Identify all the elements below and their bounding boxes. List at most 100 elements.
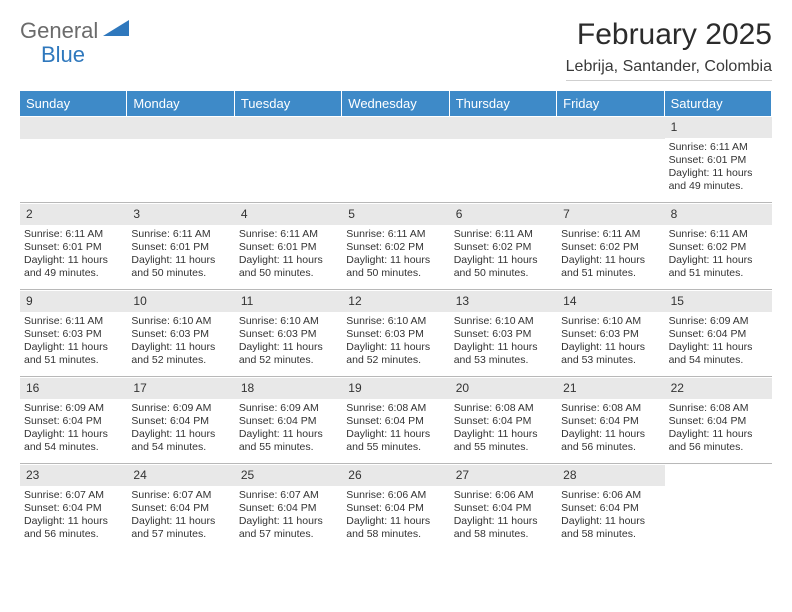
daylight-text: Daylight: 11 hours and 52 minutes. (346, 341, 445, 367)
day-header: Saturday (665, 91, 772, 116)
sunset-text: Sunset: 6:03 PM (131, 328, 230, 341)
calendar-cell: 2Sunrise: 6:11 AMSunset: 6:01 PMDaylight… (20, 203, 127, 289)
sunrise-text: Sunrise: 6:08 AM (454, 402, 553, 415)
sunset-text: Sunset: 6:03 PM (346, 328, 445, 341)
sunrise-text: Sunrise: 6:08 AM (669, 402, 768, 415)
day-number: 27 (450, 465, 557, 486)
day-number: 24 (127, 465, 234, 486)
sunrise-text: Sunrise: 6:11 AM (131, 228, 230, 241)
day-number: 5 (342, 204, 449, 225)
sunset-text: Sunset: 6:01 PM (24, 241, 123, 254)
day-number: 26 (342, 465, 449, 486)
daylight-text: Daylight: 11 hours and 58 minutes. (346, 515, 445, 541)
day-number: 2 (20, 204, 127, 225)
daylight-text: Daylight: 11 hours and 57 minutes. (239, 515, 338, 541)
day-number: 4 (235, 204, 342, 225)
calendar-cell: 21 Sunrise: 6:08 AMSunset: 6:04 PMDayligh… (557, 377, 664, 463)
day-number: 3 (127, 204, 234, 225)
day-number: 12 (342, 291, 449, 312)
daylight-text: Daylight: 11 hours and 51 minutes. (24, 341, 123, 367)
sunrise-text: Sunrise: 6:07 AM (239, 489, 338, 502)
daylight-text: Daylight: 11 hours and 56 minutes. (24, 515, 123, 541)
daylight-text: Daylight: 11 hours and 50 minutes. (131, 254, 230, 280)
title-block: February 2025 Lebrija, Santander, Colomb… (566, 18, 772, 81)
day-number: 14 (557, 291, 664, 312)
sunset-text: Sunset: 6:02 PM (346, 241, 445, 254)
sunset-text: Sunset: 6:04 PM (669, 328, 768, 341)
day-number: 9 (20, 291, 127, 312)
sunrise-text: Sunrise: 6:09 AM (669, 315, 768, 328)
sunset-text: Sunset: 6:03 PM (24, 328, 123, 341)
page-title: February 2025 (566, 18, 772, 52)
calendar-cell: 25Sunrise: 6:07 AMSunset: 6:04 PMDayligh… (235, 464, 342, 550)
day-number: 8 (665, 204, 772, 225)
day-number: 22 (665, 378, 772, 399)
sunrise-text: Sunrise: 6:06 AM (454, 489, 553, 502)
sunset-text: Sunset: 6:04 PM (561, 502, 660, 515)
daylight-text: Daylight: 11 hours and 50 minutes. (239, 254, 338, 280)
calendar-cell-blank (665, 464, 772, 550)
sunrise-text: Sunrise: 6:08 AM (561, 402, 660, 415)
calendar-cell: 26Sunrise: 6:06 AMSunset: 6:04 PMDayligh… (342, 464, 449, 550)
day-number: 23 (20, 465, 127, 486)
daylight-text: Daylight: 11 hours and 54 minutes. (669, 341, 768, 367)
sunset-text: Sunset: 6:04 PM (24, 502, 123, 515)
calendar-cell: 13Sunrise: 6:10 AMSunset: 6:03 PMDayligh… (450, 290, 557, 376)
calendar-cell: 16Sunrise: 6:09 AMSunset: 6:04 PMDayligh… (20, 377, 127, 463)
sunset-text: Sunset: 6:04 PM (131, 415, 230, 428)
day-number (20, 117, 127, 139)
calendar-cell: 12Sunrise: 6:10 AMSunset: 6:03 PMDayligh… (342, 290, 449, 376)
header: General Blue February 2025 Lebrija, Sant… (20, 18, 772, 81)
sunrise-text: Sunrise: 6:10 AM (239, 315, 338, 328)
sunset-text: Sunset: 6:03 PM (239, 328, 338, 341)
calendar-cell: 17Sunrise: 6:09 AMSunset: 6:04 PMDayligh… (127, 377, 234, 463)
daylight-text: Daylight: 11 hours and 50 minutes. (346, 254, 445, 280)
calendar-cell: 22Sunrise: 6:08 AMSunset: 6:04 PMDayligh… (665, 377, 772, 463)
sunrise-text: Sunrise: 6:11 AM (454, 228, 553, 241)
daylight-text: Daylight: 11 hours and 53 minutes. (561, 341, 660, 367)
sunset-text: Sunset: 6:02 PM (561, 241, 660, 254)
sunrise-text: Sunrise: 6:07 AM (24, 489, 123, 502)
calendar-grid: SundayMondayTuesdayWednesdayThursdayFrid… (20, 91, 772, 550)
day-number: 10 (127, 291, 234, 312)
day-number (557, 117, 664, 139)
sunset-text: Sunset: 6:04 PM (561, 415, 660, 428)
day-header: Wednesday (342, 91, 449, 116)
sunrise-text: Sunrise: 6:11 AM (24, 315, 123, 328)
day-header: Tuesday (235, 91, 342, 116)
day-number (450, 117, 557, 139)
day-number: 19 (342, 378, 449, 399)
daylight-text: Daylight: 11 hours and 58 minutes. (561, 515, 660, 541)
calendar-cell: 6Sunrise: 6:11 AMSunset: 6:02 PMDaylight… (450, 203, 557, 289)
calendar-cell-blank (342, 116, 449, 202)
sunrise-text: Sunrise: 6:10 AM (131, 315, 230, 328)
day-number: 21 (557, 378, 664, 399)
daylight-text: Daylight: 11 hours and 56 minutes. (561, 428, 660, 454)
daylight-text: Daylight: 11 hours and 55 minutes. (346, 428, 445, 454)
day-number (665, 465, 772, 487)
day-number: 16 (20, 378, 127, 399)
calendar-cell: 15 Sunrise: 6:09 AMSunset: 6:04 PMDayligh… (665, 290, 772, 376)
sunrise-text: Sunrise: 6:11 AM (24, 228, 123, 241)
sunset-text: Sunset: 6:04 PM (346, 502, 445, 515)
calendar-cell: 23 Sunrise: 6:07 AMSunset: 6:04 PMDayligh… (20, 464, 127, 550)
calendar-cell: 4Sunrise: 6:11 AMSunset: 6:01 PMDaylight… (235, 203, 342, 289)
sunset-text: Sunset: 6:02 PM (669, 241, 768, 254)
day-number: 15 (665, 291, 772, 312)
sunset-text: Sunset: 6:04 PM (239, 502, 338, 515)
calendar-cell-blank (127, 116, 234, 202)
sunset-text: Sunset: 6:03 PM (561, 328, 660, 341)
sunset-text: Sunset: 6:04 PM (454, 415, 553, 428)
sunset-text: Sunset: 6:04 PM (239, 415, 338, 428)
daylight-text: Daylight: 11 hours and 54 minutes. (24, 428, 123, 454)
day-number: 18 (235, 378, 342, 399)
sunrise-text: Sunrise: 6:11 AM (346, 228, 445, 241)
sunrise-text: Sunrise: 6:11 AM (561, 228, 660, 241)
sunset-text: Sunset: 6:04 PM (24, 415, 123, 428)
day-number: 6 (450, 204, 557, 225)
daylight-text: Daylight: 11 hours and 55 minutes. (239, 428, 338, 454)
sunrise-text: Sunrise: 6:06 AM (561, 489, 660, 502)
calendar-cell: 19Sunrise: 6:08 AMSunset: 6:04 PMDayligh… (342, 377, 449, 463)
day-header: Monday (127, 91, 234, 116)
calendar-cell: 1Sunrise: 6:11 AMSunset: 6:01 PMDaylight… (665, 116, 772, 202)
